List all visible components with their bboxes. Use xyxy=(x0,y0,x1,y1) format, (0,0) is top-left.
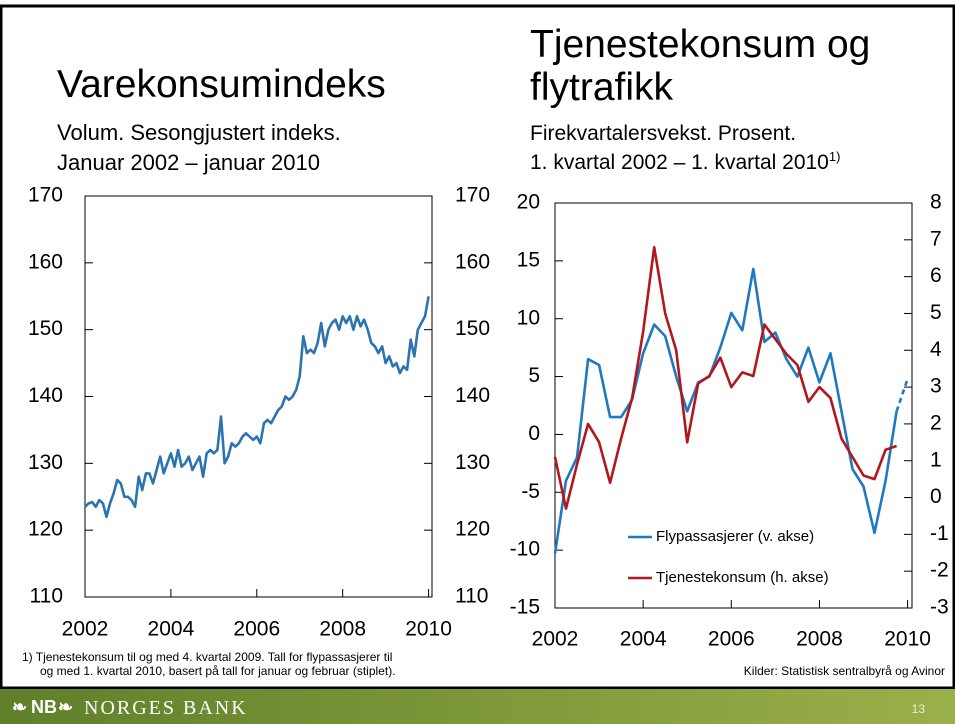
chart-title: Varekonsumindeks xyxy=(57,63,386,106)
y-tick-label: 15 xyxy=(517,248,540,271)
y2-tick-label: 0 xyxy=(930,485,942,508)
chart-title: Tjenestekonsum og xyxy=(530,23,870,66)
y-tick-label: 170 xyxy=(28,184,63,207)
x-tick-label: 2010 xyxy=(405,618,452,641)
chart-title: flytrafikk xyxy=(530,66,674,109)
y-tick-label-right: 140 xyxy=(455,384,490,407)
chart-subtitle: Firekvartalersvekst. Prosent. xyxy=(530,122,796,145)
x-tick-label: 2010 xyxy=(884,628,931,651)
y2-tick-label: 3 xyxy=(930,375,942,398)
y-tick-label: 140 xyxy=(28,384,63,407)
y2-tick-label: 5 xyxy=(930,301,942,324)
bank-name: NORGES BANK xyxy=(84,697,248,719)
y-tick-label: 120 xyxy=(28,518,63,541)
y-tick-label: 160 xyxy=(28,250,63,273)
y-tick-label-right: 110 xyxy=(455,585,488,608)
series-line xyxy=(553,245,898,510)
y-tick-label-right: 120 xyxy=(455,518,490,541)
legend-label: Tjenestekonsum (h. akse) xyxy=(656,569,829,586)
footnote: 1) Tjenestekonsum til og med 4. kvartal … xyxy=(22,650,392,664)
x-tick-label: 2004 xyxy=(148,618,195,641)
logo-ornament: ❧ xyxy=(58,697,73,717)
y2-tick-label: 8 xyxy=(930,191,942,214)
subtitle-line: 1. kvartal 2002 – 1. kvartal 2010 xyxy=(530,151,829,174)
y-tick-label-right: 160 xyxy=(455,250,490,273)
y2-tick-label: -3 xyxy=(930,596,949,619)
y-tick-label-right: 170 xyxy=(455,184,490,207)
y-tick-label: -5 xyxy=(521,480,540,503)
y2-tick-label: 7 xyxy=(930,227,942,250)
plot-frame xyxy=(84,195,433,598)
footnote-marker: 1) xyxy=(829,149,841,164)
y-tick-label: 10 xyxy=(517,306,540,329)
plot-frame xyxy=(554,202,913,609)
logo: NB xyxy=(31,697,57,717)
x-tick-label: 2008 xyxy=(319,618,366,641)
y2-tick-label: 2 xyxy=(930,411,942,434)
y-tick-label: 150 xyxy=(28,317,63,340)
x-tick-label: 2006 xyxy=(708,628,755,651)
source: Kilder: Statistisk sentralbyrå og Avinor xyxy=(744,664,945,678)
x-tick-label: 2006 xyxy=(233,618,280,641)
y-tick-label: 5 xyxy=(528,364,540,387)
x-tick-label: 2008 xyxy=(796,628,843,651)
page-number: 13 xyxy=(912,702,926,716)
y-tick-label: 110 xyxy=(30,585,63,608)
chart-subtitle: 1. kvartal 2002 – 1. kvartal 20101) xyxy=(530,149,840,174)
series-line xyxy=(895,378,909,412)
y2-tick-label: 6 xyxy=(930,264,942,287)
y-tick-label: -15 xyxy=(510,596,540,619)
y2-tick-label: -1 xyxy=(930,522,949,545)
legend-label: Flypassasjerer (v. akse) xyxy=(656,528,814,545)
slide-border xyxy=(0,4,955,690)
series-line xyxy=(553,267,898,554)
y2-tick-label: 1 xyxy=(930,448,942,471)
y2-tick-label: -2 xyxy=(930,559,949,582)
logo-ornament: ❧ xyxy=(12,697,27,717)
y-tick-label: 130 xyxy=(28,451,63,474)
chart-subtitle: Volum. Sesongjustert indeks. xyxy=(57,120,341,145)
y-tick-label: -10 xyxy=(510,538,540,561)
y-tick-label: 0 xyxy=(528,422,540,445)
y2-tick-label: 4 xyxy=(930,338,942,361)
y-tick-label-right: 150 xyxy=(455,317,490,340)
series-line xyxy=(84,296,430,519)
x-tick-label: 2004 xyxy=(620,628,667,651)
x-tick-label: 2002 xyxy=(532,628,579,651)
x-tick-label: 2002 xyxy=(62,618,109,641)
footnote: og med 1. kvartal 2010, basert på tall f… xyxy=(40,664,396,678)
chart-subtitle: Januar 2002 – januar 2010 xyxy=(57,150,320,175)
y-tick-label-right: 130 xyxy=(455,451,490,474)
y-tick-label: 20 xyxy=(517,191,540,214)
footer-band xyxy=(0,689,955,724)
